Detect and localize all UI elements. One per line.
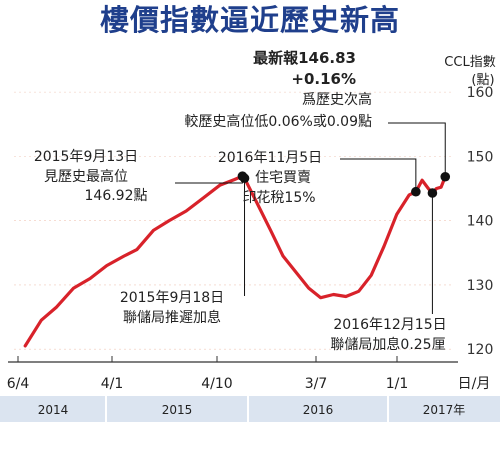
x-tick-label: 3/7 (305, 376, 328, 392)
rate-hike-annotation-line2: 聯儲局加息0.25厘 (330, 336, 445, 353)
x-tick-label: 1/1 (386, 376, 409, 392)
data-marker (239, 173, 250, 184)
data-marker (427, 188, 438, 198)
stamp-duty-leader-line (340, 158, 417, 192)
year-label: 2015 (162, 403, 193, 417)
y-tick-label: 140 (467, 214, 494, 230)
chart-title: 樓價指數逼近歷史新高 (99, 3, 400, 37)
data-marker (411, 186, 421, 197)
latest-annotation-line3: 爲歷史次高 (302, 91, 372, 108)
y-axis-title: CCL指數 (444, 55, 495, 70)
year-band (0, 396, 500, 422)
chart-title-bar: 樓價指數逼近歷史新高 (0, 0, 500, 42)
y-tick-label: 120 (467, 342, 494, 358)
latest-annotation-line2: +0.16% (291, 70, 356, 88)
x-tick-label: 4/10 (201, 376, 232, 392)
year-label: 2014 (38, 403, 69, 417)
latest-leader-line (388, 122, 446, 177)
year-label: 2016 (303, 403, 334, 417)
latest-annotation-line4: 較歷史高位低0.06%或0.09點 (184, 113, 372, 130)
x-tick-label: 6/4 (7, 376, 30, 392)
y-tick-label: 150 (467, 149, 494, 165)
x-axis-unit-label: 日/月 (458, 376, 491, 392)
y-axis-unit: (點) (471, 73, 494, 88)
rate-delay-annotation-line2: 聯儲局推遲加息 (123, 309, 221, 326)
y-tick-label: 130 (467, 278, 494, 294)
stamp-duty-annotation-line2: 住宅買賣 (255, 170, 311, 186)
data-marker (440, 171, 451, 182)
y-tick-label: 160 (467, 85, 494, 101)
latest-annotation-line1: 最新報146.83 (253, 49, 356, 67)
peak-annotation-line2: 見歷史最高位 (44, 168, 128, 185)
rate-hike-annotation-line1: 2016年12月15日 (333, 317, 446, 333)
x-tick-label: 4/1 (101, 376, 124, 392)
peak-annotation-line3: 146.92點 (85, 188, 148, 204)
peak-annotation-line1: 2015年9月13日 (34, 149, 138, 165)
rate-delay-annotation-line1: 2015年9月18日 (120, 290, 224, 306)
year-label: 2017年 (423, 403, 466, 417)
stamp-duty-annotation-line3: 印花稅15% (242, 190, 315, 206)
stamp-duty-annotation-line1: 2016年11月5日 (218, 150, 322, 166)
